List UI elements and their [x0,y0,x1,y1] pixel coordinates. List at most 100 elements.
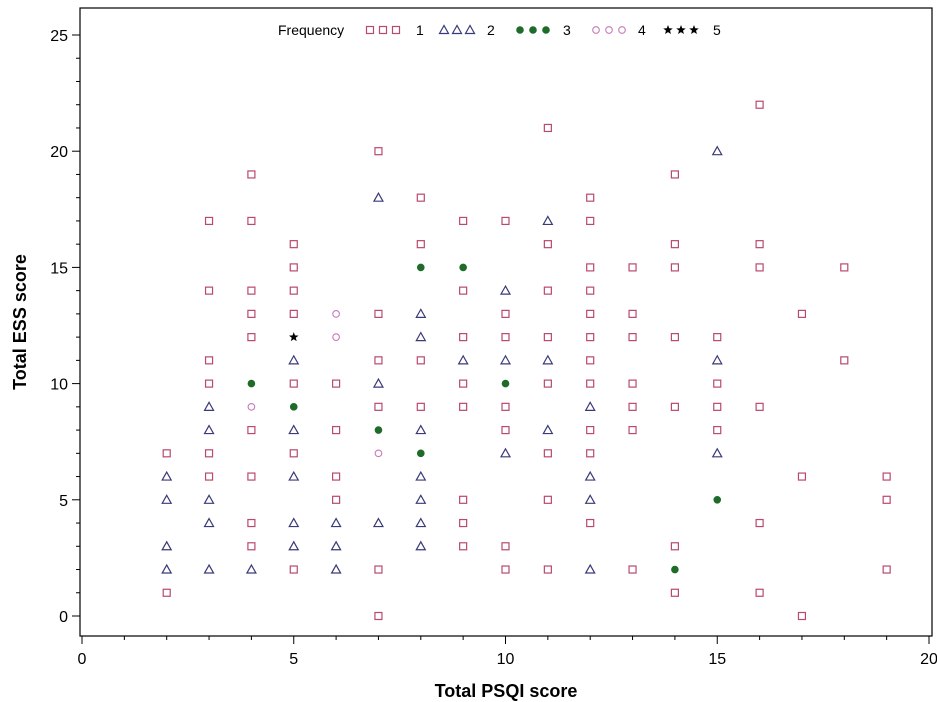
data-point [247,333,256,342]
data-point [288,332,299,342]
y-tick-label: 25 [50,28,68,45]
data-point [755,100,764,109]
data-point [755,240,764,249]
data-point [628,379,637,388]
data-point [671,565,679,574]
y-tick-label: 20 [50,144,68,161]
data-point [543,333,552,342]
data-point [330,540,342,551]
data-point [415,517,427,528]
data-point [499,447,512,458]
data-point [459,495,468,504]
data-point [374,426,383,434]
data-point [882,472,891,481]
data-point [459,216,468,226]
data-point [586,449,595,458]
data-point [372,517,384,528]
data-point [543,379,552,388]
legend-marker [516,26,524,34]
data-point [247,518,256,528]
data-point [289,286,298,295]
legend-marker [592,26,600,34]
data-point [247,286,256,295]
data-point [330,517,342,528]
y-axis-title: Total ESS score [10,254,30,390]
plot-frame [79,7,933,637]
data-point [501,216,510,226]
data-point [247,309,256,318]
data-point [499,284,512,295]
data-point [203,517,215,528]
data-points [161,100,891,621]
data-point [247,402,256,411]
data-point [670,263,680,272]
data-point [330,563,342,574]
y-tick-label: 5 [59,493,68,510]
legend-marker [451,24,463,35]
legend-item-1: 1 [365,22,424,38]
data-point [459,402,468,411]
data-point [289,379,298,388]
data-point [289,263,298,272]
legend-marker [464,24,476,35]
data-point [670,170,680,179]
data-point [204,379,214,388]
data-point [755,402,764,411]
legend-label: 5 [713,22,721,38]
data-point [161,470,173,481]
data-point [417,263,425,272]
data-point [501,425,510,435]
data-point [415,424,427,435]
data-point [711,354,723,365]
data-point [797,472,807,481]
data-point [289,240,298,249]
legend-label: 3 [563,22,571,38]
y-tick-label: 15 [50,260,68,277]
data-point [628,333,637,342]
data-point [755,263,764,272]
data-point [542,424,554,435]
data-point [797,611,807,621]
legend-marker [618,26,626,34]
data-point [628,565,637,574]
data-point [415,308,427,318]
legend-label: 4 [638,22,646,38]
data-point [628,263,637,272]
data-point [670,333,680,342]
legend-marker [438,24,450,35]
legend-marker [365,25,375,35]
x-tick-label: 15 [708,651,726,668]
x-axis-title: Total PSQI score [435,681,578,701]
x-tick-label: 0 [78,651,87,668]
data-point [586,425,595,435]
data-point [416,193,425,202]
data-point [755,588,764,597]
data-point [543,123,552,133]
legend-marker [689,25,699,35]
data-point [499,354,512,365]
data-point [711,145,723,156]
legend-marker [663,25,673,35]
y-axis: 0 5 10 15 20 25 [50,28,80,626]
legend-label: 1 [416,22,424,38]
data-point [586,286,595,295]
data-point [459,518,468,528]
legend-marker [391,25,401,35]
data-point [586,216,595,226]
data-point [713,379,722,388]
data-point [245,563,257,574]
data-point [459,286,468,295]
data-point [670,542,680,551]
data-point [203,401,215,411]
data-point [416,402,425,411]
data-point [161,494,173,504]
legend-marker [529,26,537,34]
data-point [542,354,554,365]
data-point [332,333,340,341]
data-point [372,377,384,388]
data-point [247,170,256,179]
data-point [501,542,510,551]
data-point [543,449,552,458]
legend-item-5: 5 [663,22,721,38]
